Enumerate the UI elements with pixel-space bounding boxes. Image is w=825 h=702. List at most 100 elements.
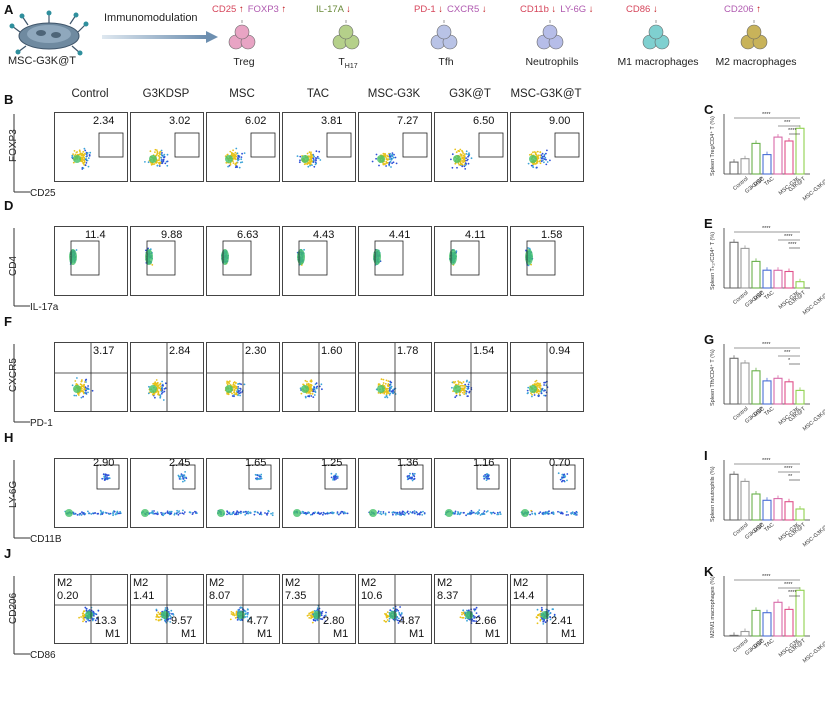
- significance-label-0: ****: [762, 342, 771, 348]
- gate-value: 6.02: [245, 115, 267, 127]
- significance-label-1: ***: [784, 120, 791, 126]
- panel-letter-e: E: [704, 216, 713, 231]
- bar-6: [795, 589, 805, 637]
- flow-plot-4-0: M2 0.20 13.3 M1: [54, 574, 128, 644]
- m1-value: 4.87: [399, 615, 421, 627]
- gate-value: 4.43: [313, 229, 335, 241]
- m1-label: M1: [409, 628, 425, 640]
- panel-letter-a: A: [4, 2, 14, 17]
- flow-plot-4-4: M2 10.6 4.87 M1: [358, 574, 432, 644]
- bar-4: [773, 136, 783, 175]
- bar-6: [795, 127, 805, 175]
- cell-icon-5: [734, 18, 774, 54]
- cell-name-subscript: H17: [344, 63, 358, 71]
- flow-plot-4-6: M2 14.4 2.41 M1: [510, 574, 584, 644]
- cell-icon-4: [636, 18, 676, 54]
- up-arrow-icon: ↑: [756, 4, 761, 15]
- marker-cd86: CD86 ↓: [626, 4, 658, 15]
- m2-label: M2: [285, 577, 301, 589]
- m1-value: 9.57: [171, 615, 193, 627]
- cell-markers-5: CD206 ↑: [724, 4, 765, 15]
- gate-value: 9.00: [549, 115, 571, 127]
- cell-markers-3: CD11b ↓ LY-6G ↓: [520, 4, 598, 15]
- gate-value: 1.54: [473, 345, 495, 357]
- flow-plot-1-5: 4.11: [434, 226, 508, 296]
- axis-arrow-icon: [12, 344, 32, 433]
- flow-plot-0-3: 3.81: [282, 112, 356, 182]
- bar-5: [784, 608, 794, 637]
- panel-letter-d: D: [4, 198, 14, 213]
- flow-plot-2-5: 1.54: [434, 342, 508, 412]
- m1-label: M1: [561, 628, 577, 640]
- down-arrow-icon: ↓: [346, 4, 351, 15]
- cell-icon-3: [530, 18, 570, 54]
- row-xlabel-1: IL-17a: [30, 302, 59, 313]
- cell-icon-2: [424, 18, 464, 54]
- sample-title-5: G3K@T: [449, 88, 491, 100]
- bar-ylabel: Spleen Tₕ₁₇/CD4⁺ T (%): [710, 231, 716, 290]
- flow-plot-3-0: 2.90: [54, 458, 128, 528]
- sample-title-4: MSC-G3K: [367, 88, 421, 100]
- significance-label-2: ****: [788, 242, 797, 248]
- gate-value: 2.84: [169, 345, 191, 357]
- flow-plot-0-0: 2.34: [54, 112, 128, 182]
- m1-label: M1: [257, 628, 273, 640]
- axis-arrow-icon: [12, 228, 32, 317]
- gate-value: 0.94: [549, 345, 571, 357]
- bar-3: [762, 154, 772, 175]
- marker-cd11b: CD11b ↓: [520, 4, 557, 15]
- gate-value: 1.36: [397, 458, 419, 469]
- cell-markers-2: PD-1 ↓ CXCR5 ↓: [414, 4, 491, 15]
- m1-value: 13.3: [95, 615, 117, 627]
- up-arrow-icon: ↑: [238, 4, 244, 15]
- marker-foxp3: FOXP3 ↑: [247, 4, 287, 15]
- cell-markers-0: CD25 ↑ FOXP3 ↑: [212, 4, 290, 15]
- m2-label: M2: [209, 577, 225, 589]
- gate-value: 3.81: [321, 115, 343, 127]
- panel-letter-g: G: [704, 332, 715, 347]
- bar-4: [773, 377, 783, 405]
- m2-value: 1.41: [133, 590, 155, 602]
- marker-il-17a: IL-17A ↓: [316, 4, 351, 15]
- significance-label-2: ****: [788, 128, 797, 134]
- cell-name: Treg: [233, 56, 255, 68]
- marker-cxcr5: CXCR5 ↓: [447, 4, 487, 15]
- cell-markers-4: CD86 ↓: [626, 4, 662, 15]
- panel-letter-b: B: [4, 92, 14, 107]
- bar-3: [762, 269, 772, 289]
- bar-0: [729, 634, 739, 637]
- sample-title-0: Control: [71, 88, 109, 100]
- significance-label-2: *: [788, 358, 791, 364]
- bar-2: [751, 142, 761, 175]
- bar-1: [740, 630, 750, 637]
- bar-2: [751, 260, 761, 289]
- flow-plot-4-3: M2 7.35 2.80 M1: [282, 574, 356, 644]
- gate-value: 0.70: [549, 458, 571, 469]
- flow-plot-1-2: 6.63: [206, 226, 280, 296]
- cell-name: M2 macrophages: [715, 56, 797, 68]
- significance-label-2: **: [788, 474, 793, 480]
- m1-label: M1: [333, 628, 349, 640]
- significance-label-0: ****: [762, 574, 771, 580]
- bar-5: [784, 270, 794, 289]
- m2-value: 7.35: [285, 590, 307, 602]
- m2-value: 8.37: [437, 590, 459, 602]
- gate-value: 2.34: [93, 115, 115, 127]
- down-arrow-icon: ↓: [438, 4, 444, 15]
- bar-5: [784, 140, 794, 175]
- flow-plot-0-2: 6.02: [206, 112, 280, 182]
- significance-label-2: ****: [788, 590, 797, 596]
- gate-value: 3.02: [169, 115, 191, 127]
- m2-label: M2: [133, 577, 149, 589]
- flow-plot-2-2: 2.30: [206, 342, 280, 412]
- axis-arrow-icon: [12, 460, 32, 549]
- gate-value: 1.25: [321, 458, 343, 469]
- gate-value: 3.17: [93, 345, 115, 357]
- gate-value: 1.65: [245, 458, 267, 469]
- cell-markers-1: IL-17A ↓: [316, 4, 355, 15]
- flow-plot-0-4: 7.27: [358, 112, 432, 182]
- gate-value: 6.63: [237, 229, 259, 241]
- bar-5: [784, 381, 794, 405]
- cell-label-4: M1 macrophages: [612, 56, 704, 68]
- panel-letter-f: F: [4, 314, 12, 329]
